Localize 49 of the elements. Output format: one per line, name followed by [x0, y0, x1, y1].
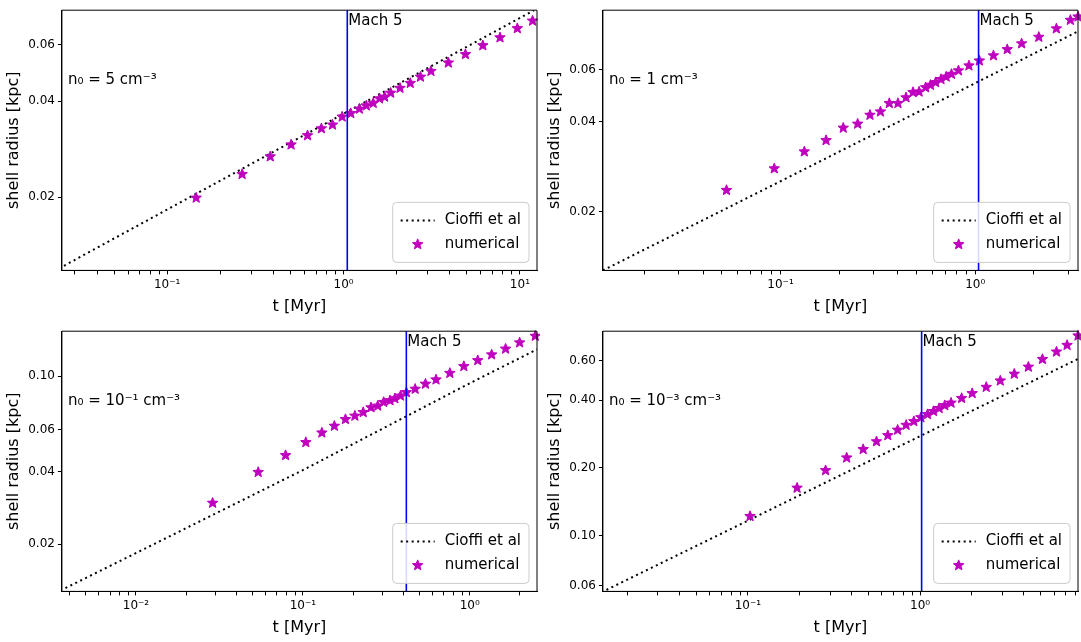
legend-label: numerical: [444, 234, 520, 253]
y-tick-label: 0.02: [28, 189, 55, 204]
annotation: n₀ = 1 cm⁻³: [608, 70, 698, 89]
annotation: n₀ = 10⁻³ cm⁻³: [608, 391, 722, 410]
x-tick-label: 10⁰: [459, 597, 480, 612]
x-axis-title: t [Myr]: [272, 616, 327, 636]
y-axis-title: shell radius [kpc]: [543, 71, 563, 210]
y-tick-label: 0.10: [28, 368, 55, 383]
x-axis-title: t [Myr]: [813, 295, 868, 315]
legend-label: Cioffi et al: [444, 531, 521, 550]
x-axis-title: t [Myr]: [813, 616, 868, 636]
y-tick-label: 0.60: [569, 352, 596, 367]
x-tick-label: 10⁻¹: [767, 276, 794, 291]
y-axis-title: shell radius [kpc]: [2, 71, 22, 210]
legend-label: numerical: [985, 234, 1061, 253]
x-tick-label: 10⁻¹: [289, 597, 317, 612]
x-tick-label: 10⁻¹: [153, 276, 181, 291]
annotation: n₀ = 5 cm⁻³: [67, 70, 157, 89]
y-tick-label: 0.02: [569, 203, 596, 218]
x-tick-label: 10⁰: [965, 276, 986, 291]
x-tick-label: 10⁻¹: [734, 597, 762, 612]
y-tick-label: 0.04: [28, 93, 55, 108]
y-tick-label: 0.04: [28, 464, 55, 479]
x-axis-title: t [Myr]: [272, 295, 327, 315]
y-tick-label: 0.06: [28, 421, 55, 436]
x-tick-label: 10⁻²: [122, 597, 150, 612]
ref-line-label: Mach 5: [979, 10, 1034, 29]
y-tick-label: 0.06: [569, 577, 596, 592]
y-tick-label: 0.02: [28, 536, 55, 551]
annotation: n₀ = 10⁻¹ cm⁻³: [67, 391, 181, 410]
y-axis-title: shell radius [kpc]: [543, 392, 563, 531]
x-tick-label: 10⁰: [910, 597, 931, 612]
x-tick-label: 10⁰: [333, 276, 354, 291]
legend-label: Cioffi et al: [985, 531, 1062, 550]
y-tick-label: 0.40: [569, 392, 596, 407]
ref-line-label: Mach 5: [407, 331, 462, 350]
y-axis-title: shell radius [kpc]: [2, 392, 22, 531]
y-tick-label: 0.04: [569, 114, 596, 129]
x-tick-label: 10¹: [509, 276, 531, 291]
legend-label: Cioffi et al: [985, 210, 1062, 229]
ref-line-label: Mach 5: [922, 331, 977, 350]
y-tick-label: 0.20: [569, 460, 596, 475]
y-tick-label: 0.10: [569, 527, 596, 542]
ref-line-label: Mach 5: [348, 10, 403, 29]
legend-label: numerical: [444, 555, 520, 574]
y-tick-label: 0.06: [28, 36, 55, 51]
legend-label: Cioffi et al: [444, 210, 521, 229]
legend-label: numerical: [985, 555, 1061, 574]
y-tick-label: 0.06: [569, 61, 596, 76]
